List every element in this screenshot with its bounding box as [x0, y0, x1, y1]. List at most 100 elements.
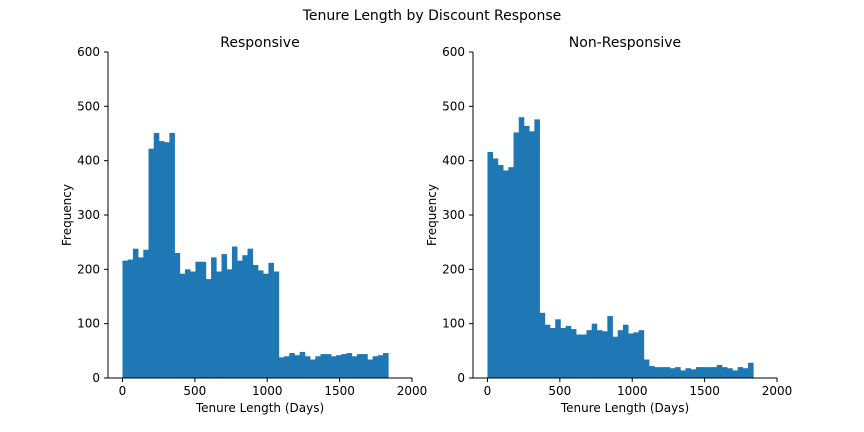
histogram-bar — [711, 367, 718, 378]
histogram-bar — [247, 248, 254, 378]
histogram-bar — [690, 369, 697, 378]
histogram-bar — [680, 370, 686, 378]
histogram-bar — [576, 334, 582, 378]
x-axis-label-non-responsive: Tenure Length (Days) — [560, 401, 689, 415]
histogram-bar — [513, 132, 520, 378]
histogram-bar — [200, 261, 207, 378]
histogram-bar — [377, 355, 384, 378]
x-axis-label-responsive: Tenure Length (Days) — [195, 401, 324, 415]
histogram-bar — [122, 260, 129, 378]
histogram-bar — [242, 255, 248, 378]
histogram-bar — [310, 359, 316, 378]
histogram-bar — [273, 271, 280, 378]
histogram-bar — [742, 368, 749, 378]
x-tick-label: 1500 — [324, 384, 355, 398]
histogram-bar — [607, 316, 613, 378]
histogram-bar — [622, 324, 629, 378]
x-tick-label: 500 — [548, 384, 571, 398]
histogram-bar — [336, 355, 342, 378]
histogram-bar — [278, 357, 285, 378]
histogram-bar — [508, 167, 514, 378]
histogram-bar — [205, 279, 212, 378]
x-tick-label: 500 — [183, 384, 206, 398]
histogram-bar — [586, 330, 593, 378]
y-tick-label: 300 — [77, 208, 100, 222]
histogram-bar — [132, 248, 139, 378]
histogram-bar — [487, 151, 494, 378]
x-tick-label: 2000 — [397, 384, 428, 398]
histogram-bar — [748, 362, 754, 378]
histogram-bar — [330, 356, 337, 378]
histogram-bar — [685, 368, 692, 378]
histogram-bar — [320, 354, 327, 378]
y-tick-label: 200 — [77, 262, 100, 276]
histogram-bar — [138, 257, 144, 378]
histogram-bar — [179, 273, 186, 378]
histogram-bar — [190, 271, 196, 378]
histogram-bar — [252, 264, 259, 378]
y-axis-label-responsive: Frequency — [60, 184, 74, 246]
histogram-bar — [127, 259, 134, 378]
histogram-bar — [628, 333, 634, 378]
histogram-bar — [148, 148, 155, 378]
histogram-bar — [351, 356, 358, 378]
y-tick-label: 400 — [442, 154, 465, 168]
histogram-bar — [185, 269, 191, 378]
histogram-bar — [164, 142, 170, 378]
histogram-bar — [237, 260, 243, 378]
figure-title: Tenure Length by Discount Response — [302, 8, 562, 24]
histogram-bar — [570, 329, 577, 378]
histogram-bar — [341, 354, 347, 378]
histogram-bar — [325, 354, 332, 378]
x-ticks-responsive: 0 500 1000 1500 2000 — [119, 378, 428, 398]
histogram-bar — [304, 356, 311, 378]
bars-responsive — [122, 132, 389, 378]
histogram-bar — [581, 334, 587, 378]
histogram-bar — [372, 356, 379, 378]
y-ticks-responsive: 0 100 200 300 400 500 600 — [77, 45, 108, 385]
histogram-bar — [299, 351, 306, 378]
histogram-bar — [695, 367, 702, 378]
x-tick-label: 1000 — [252, 384, 283, 398]
histogram-bar — [216, 271, 222, 378]
y-tick-label: 0 — [92, 371, 100, 385]
histogram-bar — [638, 330, 645, 378]
histogram-bar — [659, 367, 666, 378]
x-ticks-non-responsive: 0 500 1000 1500 2000 — [484, 378, 792, 398]
histogram-bar — [602, 331, 608, 378]
histogram-bar — [633, 332, 639, 378]
y-tick-label: 100 — [77, 317, 100, 331]
histogram-bar — [268, 262, 274, 378]
histogram-bar — [539, 312, 546, 378]
histogram-bar — [675, 367, 681, 378]
histogram-bar — [612, 336, 619, 378]
histogram-bar — [263, 273, 269, 378]
x-tick-label: 0 — [484, 384, 492, 398]
histogram-bar — [195, 261, 201, 378]
histogram-bar — [367, 359, 373, 378]
histogram-bar — [153, 132, 160, 378]
panel-title-responsive: Responsive — [220, 35, 299, 51]
panel-title-non-responsive: Non-Responsive — [569, 35, 681, 51]
histogram-bar — [174, 253, 181, 378]
histogram-bar — [169, 132, 175, 378]
histogram-bar — [560, 328, 566, 378]
bars-non-responsive — [487, 117, 754, 379]
y-ticks-non-responsive: 0 100 200 300 400 500 600 — [442, 45, 473, 385]
histogram-bar — [362, 354, 368, 378]
histogram-bar — [226, 269, 233, 378]
y-tick-label: 0 — [457, 371, 465, 385]
y-tick-label: 200 — [442, 262, 465, 276]
histogram-bar — [231, 246, 238, 378]
histogram-bar — [221, 254, 228, 378]
histogram-bar — [732, 370, 738, 378]
histogram-bar — [356, 354, 363, 378]
histogram-bar — [503, 170, 509, 378]
histogram-bar — [143, 249, 149, 378]
x-tick-label: 1500 — [689, 384, 720, 398]
histogram-bar — [315, 356, 321, 378]
histogram-bar — [664, 367, 671, 378]
histogram-bar — [643, 359, 650, 378]
